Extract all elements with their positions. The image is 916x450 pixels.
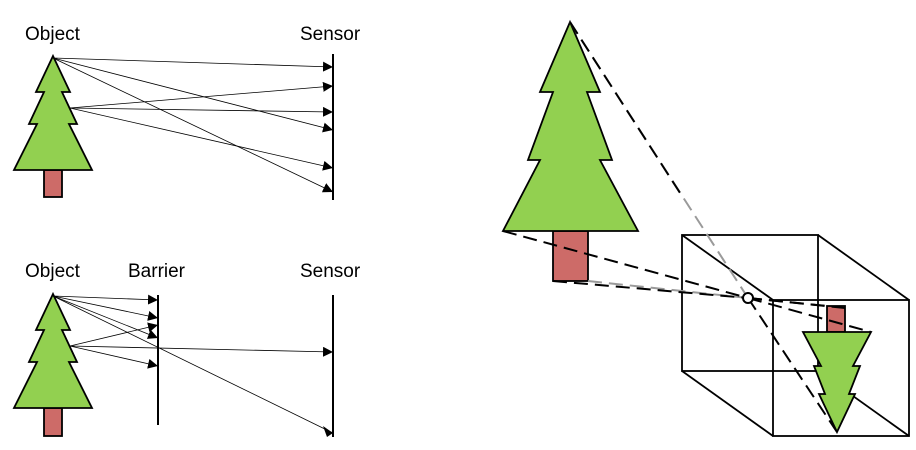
bottom-ray: [52, 295, 159, 321]
bottom-object-label: Object: [25, 261, 81, 282]
top-ray: [52, 57, 334, 193]
bottom-ray: [69, 345, 159, 369]
top-tree-trunk: [43, 169, 63, 198]
bottom-ray: [52, 294, 159, 305]
box-back-face: [772, 299, 910, 437]
projection-line: [502, 230, 749, 299]
large-tree: [501, 19, 640, 282]
bottom-tree-trunk: [43, 407, 63, 437]
projection-line: [747, 297, 838, 433]
inverted-image: [801, 305, 873, 435]
bottom-ray-arrowhead: [323, 426, 333, 437]
inverted-tree-trunk: [826, 305, 846, 333]
top-tree-foliage: [12, 53, 94, 171]
top-ray: [69, 106, 334, 117]
box-front-face: [681, 234, 819, 372]
bottom-tree-foliage: [12, 291, 94, 409]
panel-no-barrier: Object Sensor: [12, 24, 361, 200]
large-tree-trunk: [552, 230, 589, 282]
top-tree: [12, 53, 94, 198]
top-ray: [52, 57, 334, 133]
top-ray: [52, 57, 334, 72]
top-object-label: Object: [25, 24, 81, 45]
bottom-sensor-label: Sensor: [300, 261, 361, 282]
camera-box: [681, 234, 910, 437]
projection-line: [552, 280, 749, 299]
bottom-ray: [52, 295, 334, 434]
pinhole-aperture: [742, 292, 754, 304]
large-tree-foliage: [501, 19, 640, 232]
bottom-barrier-label: Barrier: [128, 261, 186, 282]
top-sensor-label: Sensor: [300, 24, 361, 45]
bottom-light-rays: [52, 294, 334, 437]
top-ray: [69, 107, 334, 171]
panel-with-barrier: Object Barrier Sensor: [12, 261, 361, 437]
top-light-rays: [52, 57, 334, 193]
box-edge: [817, 234, 910, 301]
bottom-ray: [69, 322, 159, 347]
box-edge: [681, 234, 774, 301]
inverted-tree-foliage: [801, 331, 873, 435]
projection-lines: [502, 21, 872, 433]
projection-line: [747, 297, 846, 309]
projection-line: [747, 297, 872, 333]
box-edge: [681, 370, 774, 437]
projection-line: [569, 21, 683, 197]
bottom-ray: [52, 295, 159, 339]
bottom-tree: [12, 291, 94, 437]
pinhole-camera-panel: [501, 19, 910, 437]
top-ray: [69, 81, 334, 109]
bottom-ray: [69, 345, 334, 357]
